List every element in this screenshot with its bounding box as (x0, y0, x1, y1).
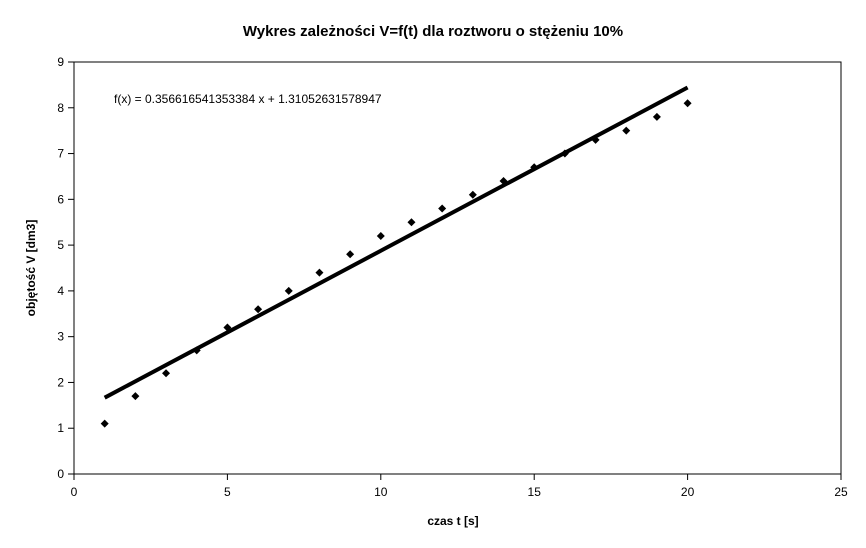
data-point (315, 268, 324, 277)
y-axis: 0 1 2 3 4 5 6 7 8 9 (57, 55, 74, 481)
data-point (100, 419, 109, 428)
data-point (192, 346, 201, 355)
data-point (438, 204, 447, 213)
chart-title: Wykres zależności V=f(t) dla roztworu o … (243, 23, 623, 40)
data-point (223, 323, 232, 332)
x-tick-label: 10 (374, 485, 388, 499)
x-tick-label: 20 (681, 485, 695, 499)
y-tick-label: 0 (57, 467, 64, 481)
x-axis-label: czas t [s] (427, 514, 478, 528)
y-tick-label: 6 (57, 192, 64, 206)
y-tick-label: 2 (57, 375, 64, 389)
y-axis-label: objętość V [dm3] (24, 220, 38, 317)
data-point (284, 286, 293, 295)
y-tick-label: 4 (57, 284, 64, 298)
data-point (131, 392, 140, 401)
x-axis: 0 5 10 15 20 25 (71, 474, 848, 499)
y-tick-label: 7 (57, 147, 64, 161)
y-tick-label: 8 (57, 101, 64, 115)
x-tick-label: 5 (224, 485, 231, 499)
plot-area (73, 61, 842, 475)
data-point (560, 149, 569, 158)
plot-frame (73, 61, 842, 475)
data-point (162, 369, 171, 378)
y-tick-label: 5 (57, 238, 64, 252)
data-point (346, 250, 355, 259)
data-points (100, 99, 692, 428)
x-tick-label: 15 (528, 485, 542, 499)
data-point (683, 99, 692, 108)
data-point (652, 112, 661, 121)
data-point (254, 305, 263, 314)
y-tick-label: 1 (57, 421, 64, 435)
trendline (103, 85, 689, 400)
y-tick-label: 9 (57, 55, 64, 69)
x-tick-label: 0 (71, 485, 78, 499)
trendline-equation: f(x) = 0.356616541353384 x + 1.310526315… (114, 92, 382, 106)
data-point (530, 163, 539, 172)
y-tick-label: 3 (57, 330, 64, 344)
data-point (376, 231, 385, 240)
data-point (499, 177, 508, 186)
x-tick-label: 25 (834, 485, 848, 499)
data-point (591, 135, 600, 144)
data-point (407, 218, 416, 227)
data-point (468, 190, 477, 199)
data-point (622, 126, 631, 135)
